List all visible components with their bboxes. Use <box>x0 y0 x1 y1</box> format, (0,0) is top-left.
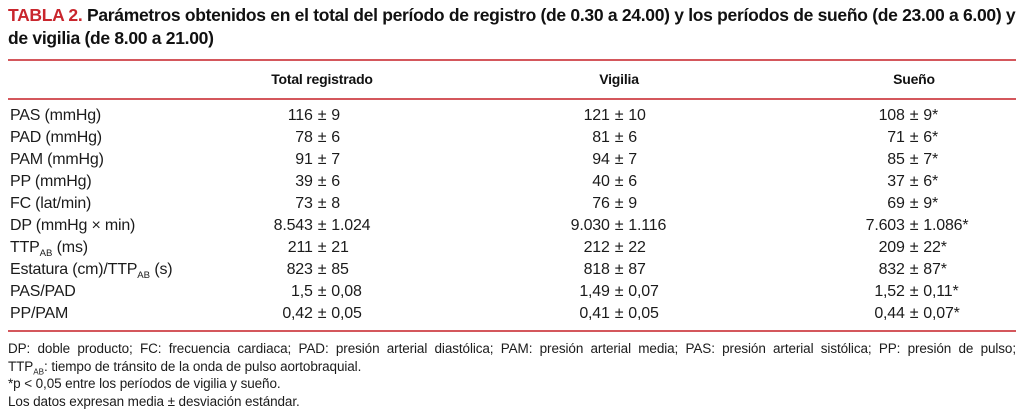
plus-minus-sign: ± <box>909 107 919 124</box>
cell-total: 211 ±21 <box>287 239 349 256</box>
plus-minus-sign: ± <box>614 195 624 212</box>
plus-minus-sign: ± <box>614 217 624 234</box>
plus-minus-sign: ± <box>317 283 327 300</box>
cell-sueno: 69 ±9* <box>887 195 939 212</box>
plus-minus-sign: ± <box>317 129 327 146</box>
table-header: Total registrado Vigilia Sueño <box>8 60 1016 100</box>
plus-minus-sign: ± <box>317 217 327 234</box>
table-row: FC (lat/min) 73 ±8 76 ±9 69 ±9* <box>8 193 1016 215</box>
cell-sueno: 108 ±9* <box>878 107 939 124</box>
row-label: DP (mmHg × min) <box>10 217 136 234</box>
cell-vigilia: 0,41 ±0,05 <box>579 305 659 322</box>
cell-total: 91 ±7 <box>295 151 340 168</box>
col-header-empty <box>8 60 218 100</box>
cell-sueno: 37 ±6* <box>887 173 939 190</box>
row-label: PAM (mmHg) <box>10 151 104 168</box>
row-label: PAD (mmHg) <box>10 129 102 146</box>
cell-total: 823 ±85 <box>286 261 349 278</box>
cell-vigilia: 81 ±6 <box>592 129 637 146</box>
plus-minus-sign: ± <box>909 173 919 190</box>
cell-total: 1,5 ±0,08 <box>291 283 362 300</box>
row-label: PP (mmHg) <box>10 173 92 190</box>
cell-total: 0,42 ±0,05 <box>282 305 362 322</box>
cell-total: 8.543 ±1.024 <box>273 217 371 234</box>
table-body: PAS (mmHg) 116 ±9 121 ±10 108 ±9* PAD (mmHg) 78 ±… <box>8 99 1016 331</box>
cell-sueno: 1,52 ±0,11* <box>874 283 959 300</box>
plus-minus-sign: ± <box>317 195 327 212</box>
table-row: PAD (mmHg) 78 ±6 81 ±6 71 ±6* <box>8 127 1016 149</box>
plus-minus-sign: ± <box>909 305 919 322</box>
cell-total: 39 ±6 <box>295 173 340 190</box>
table-row: PAS/PAD 1,5 ±0,08 1,49 ±0,07 1,52 ±0,11* <box>8 281 1016 303</box>
table-row: DP (mmHg × min) 8.543 ±1.024 9.030 ±1.116 7.6… <box>8 215 1016 237</box>
plus-minus-sign: ± <box>317 151 327 168</box>
cell-sueno: 0,44 ±0,07* <box>874 305 960 322</box>
col-header-sueno: Sueño <box>812 60 1016 100</box>
cell-total: 78 ±6 <box>295 129 340 146</box>
plus-minus-sign: ± <box>909 151 919 168</box>
header-row: Total registrado Vigilia Sueño <box>8 60 1016 100</box>
footnote-line: TTPAB: tiempo de tránsito de la onda de … <box>8 358 362 377</box>
cell-sueno: 7.603 ±1.086* <box>865 217 969 234</box>
footnote-line: DP: doble producto; FC: frecuencia cardi… <box>8 341 1016 356</box>
plus-minus-sign: ± <box>909 239 919 256</box>
plus-minus-sign: ± <box>614 261 624 278</box>
plus-minus-sign: ± <box>909 283 919 300</box>
table-number: TABLA 2. <box>8 5 83 25</box>
row-label: PAS (mmHg) <box>10 107 102 124</box>
table-footnotes: DP: doble producto; FC: frecuencia cardi… <box>8 340 1016 410</box>
table-row: PAS (mmHg) 116 ±9 121 ±10 108 ±9* <box>8 99 1016 127</box>
plus-minus-sign: ± <box>614 283 624 300</box>
cell-vigilia: 9.030 ±1.116 <box>570 217 667 234</box>
plus-minus-sign: ± <box>909 129 919 146</box>
cell-total: 73 ±8 <box>295 195 340 212</box>
plus-minus-sign: ± <box>614 239 624 256</box>
cell-sueno: 209 ±22* <box>878 239 947 256</box>
cell-vigilia: 121 ±10 <box>583 107 646 124</box>
plus-minus-sign: ± <box>909 217 919 234</box>
col-header-vigilia: Vigilia <box>426 60 812 100</box>
plus-minus-sign: ± <box>317 239 327 256</box>
col-header-total-registrado: Total registrado <box>218 60 426 100</box>
row-label: FC (lat/min) <box>10 195 92 212</box>
table-caption: TABLA 2. Parámetros obtenidos en el tota… <box>8 4 1016 50</box>
plus-minus-sign: ± <box>317 107 327 124</box>
table-row: TTPAB (ms) 211 ±21 212 ±22 209 ±22* <box>8 237 1016 259</box>
row-label: PP/PAM <box>10 305 69 322</box>
row-label: Estatura (cm)/TTPAB (s) <box>10 261 173 282</box>
cell-vigilia: 818 ±87 <box>583 261 646 278</box>
cell-vigilia: 212 ±22 <box>583 239 646 256</box>
table-row: PP/PAM 0,42 ±0,05 0,41 ±0,05 0,44 ±0,07* <box>8 303 1016 331</box>
row-label: TTPAB (ms) <box>10 239 88 260</box>
plus-minus-sign: ± <box>614 305 624 322</box>
cell-total: 116 ±9 <box>287 107 340 124</box>
cell-vigilia: 1,49 ±0,07 <box>579 283 659 300</box>
cell-vigilia: 76 ±9 <box>592 195 637 212</box>
table-row: Estatura (cm)/TTPAB (s) 823 ±85 818 ±87 832 ±8… <box>8 259 1016 281</box>
plus-minus-sign: ± <box>317 261 327 278</box>
table-row: PP (mmHg) 39 ±6 40 ±6 37 ±6* <box>8 171 1016 193</box>
cell-vigilia: 40 ±6 <box>592 173 637 190</box>
parameters-table: Total registrado Vigilia Sueño PAS (mmHg… <box>8 59 1016 332</box>
plus-minus-sign: ± <box>909 261 919 278</box>
table-caption-text: Parámetros obtenidos en el total del per… <box>8 5 1016 48</box>
table-row: PAM (mmHg) 91 ±7 94 ±7 85 ±7* <box>8 149 1016 171</box>
cell-sueno: 71 ±6* <box>887 129 939 146</box>
footnote-line: *p < 0,05 entre los períodos de vigilia … <box>8 376 281 391</box>
cell-sueno: 832 ±87* <box>878 261 947 278</box>
plus-minus-sign: ± <box>614 173 624 190</box>
plus-minus-sign: ± <box>614 107 624 124</box>
plus-minus-sign: ± <box>614 129 624 146</box>
plus-minus-sign: ± <box>909 195 919 212</box>
plus-minus-sign: ± <box>317 305 327 322</box>
row-label: PAS/PAD <box>10 283 76 300</box>
cell-vigilia: 94 ±7 <box>592 151 637 168</box>
plus-minus-sign: ± <box>614 151 624 168</box>
plus-minus-sign: ± <box>317 173 327 190</box>
footnote-line: Los datos expresan media ± desviación es… <box>8 393 300 409</box>
cell-sueno: 85 ±7* <box>887 151 939 168</box>
